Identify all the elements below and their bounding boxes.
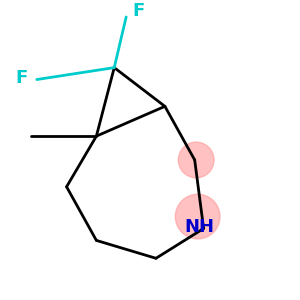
Text: NH: NH (184, 218, 214, 236)
Circle shape (175, 194, 220, 239)
Text: F: F (132, 2, 144, 20)
Circle shape (178, 142, 214, 178)
Text: F: F (16, 69, 28, 87)
